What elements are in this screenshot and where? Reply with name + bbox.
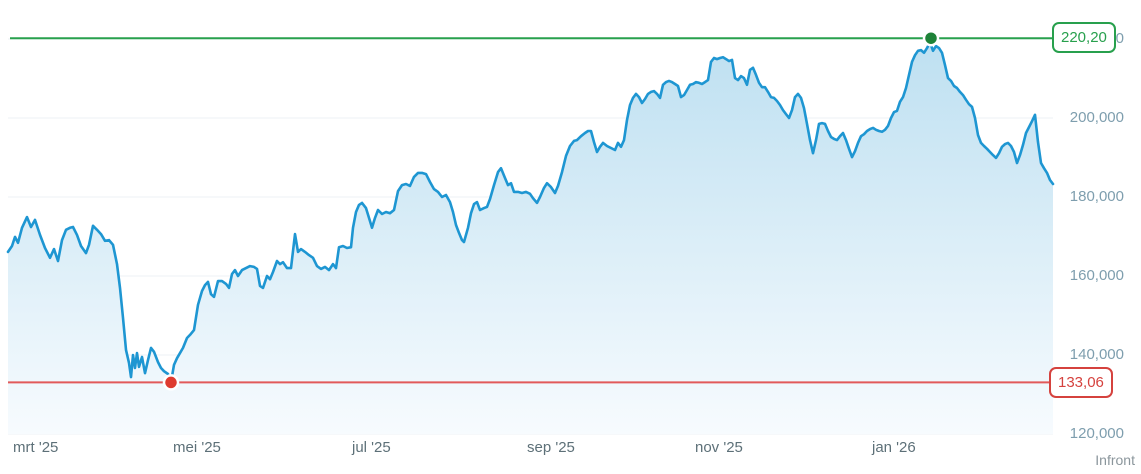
x-axis-label: jul '25 (352, 439, 391, 456)
x-axis-label: mei '25 (173, 439, 221, 456)
infront-attribution: Infront (1095, 452, 1135, 468)
x-axis-label: sep '25 (527, 439, 575, 456)
y-axis-label: 160,000 (1069, 267, 1124, 284)
y-axis-label: 140,000 (1069, 346, 1124, 363)
y-axis-label: 180,000 (1069, 188, 1124, 205)
high-price-label: 220,20 (1052, 22, 1116, 53)
y-axis-label: 120,000 (1069, 425, 1124, 442)
high-marker-dot (922, 29, 940, 47)
x-axis-label: mrt '25 (13, 439, 59, 456)
low-price-label: 133,06 (1049, 367, 1113, 398)
x-axis-label: jan '26 (872, 439, 916, 456)
price-line (6, 40, 1055, 384)
x-axis-label: nov '25 (695, 439, 743, 456)
price-area (8, 42, 1053, 434)
y-axis-label: 200,000 (1069, 109, 1124, 126)
low-marker-dot (162, 374, 180, 391)
